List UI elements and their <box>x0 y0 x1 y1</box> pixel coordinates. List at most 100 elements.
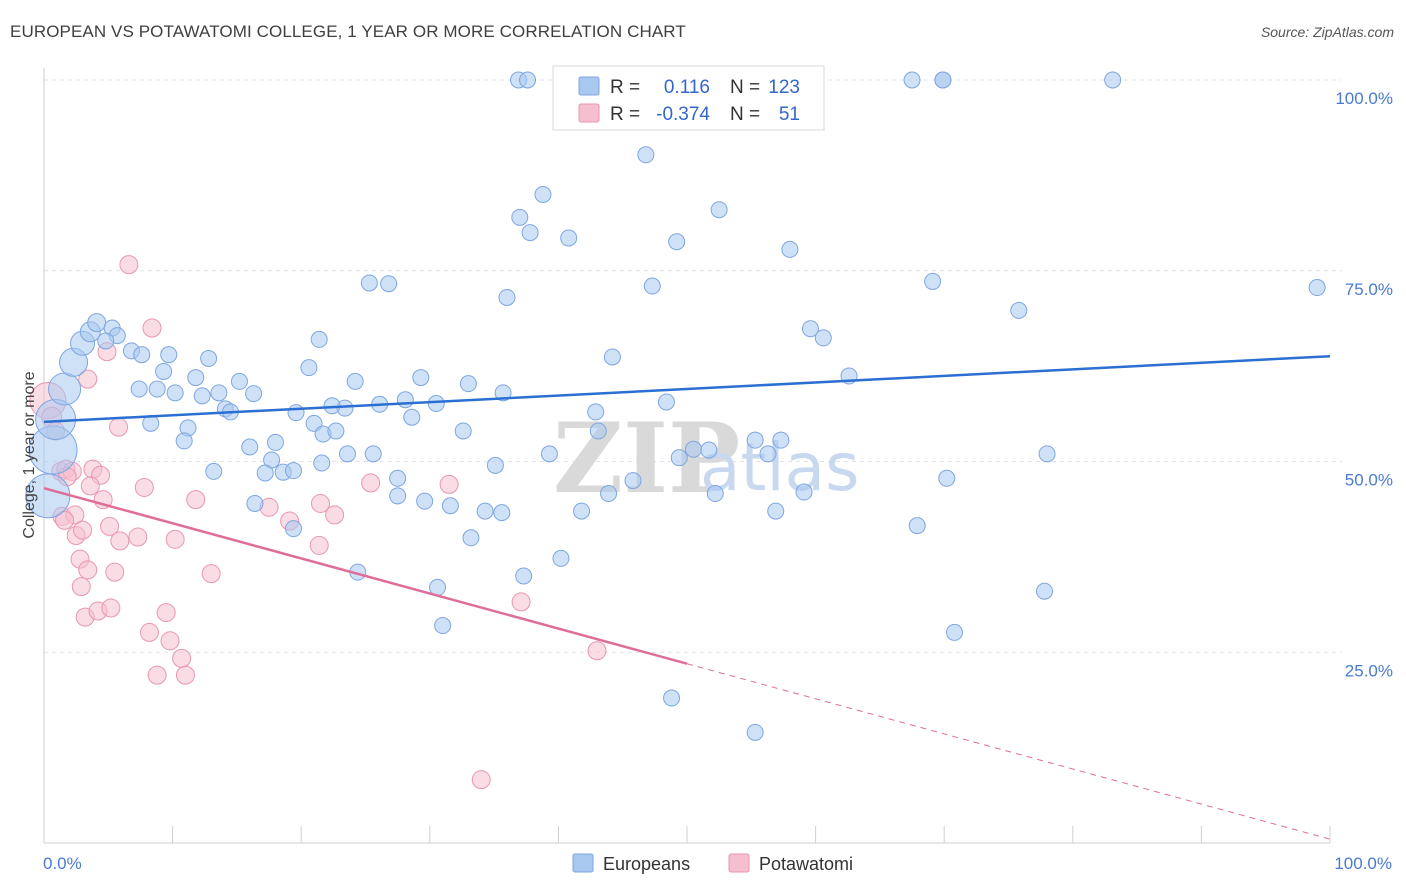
potawatomi-point-29 <box>160 631 180 651</box>
europeans-point-73 <box>534 185 552 203</box>
potawatomi-point-49 <box>471 770 491 790</box>
y-tick-label-50: 50.0% <box>1345 471 1393 490</box>
europeans-point-115 <box>934 71 952 89</box>
y-tick-label-25: 25.0% <box>1345 661 1393 680</box>
europeans-point-12 <box>133 346 151 364</box>
potawatomi-point-45 <box>361 473 381 493</box>
potawatomi-point-16 <box>78 560 98 580</box>
europeans-point-82 <box>515 567 533 585</box>
potawatomi-point-13 <box>55 510 75 530</box>
europeans-trend-line <box>43 354 1331 424</box>
europeans-point-7 <box>87 313 107 333</box>
europeans-point-81 <box>552 549 570 567</box>
europeans-point-86 <box>540 445 558 463</box>
europeans-point-55 <box>284 462 302 480</box>
europeans-point-91 <box>600 485 618 503</box>
europeans-point-95 <box>684 440 702 458</box>
potawatomi-point-17 <box>71 577 91 597</box>
legend-swatch-potawatomi <box>578 103 600 123</box>
europeans-point-37 <box>346 372 364 390</box>
potawatomi-point-26 <box>139 622 159 642</box>
europeans-point-99 <box>700 441 718 459</box>
europeans-point-79 <box>637 146 655 164</box>
europeans-point-39 <box>310 330 328 348</box>
europeans-point-50 <box>338 445 356 463</box>
potawatomi-point-23 <box>110 531 130 551</box>
potawatomi-point-22 <box>100 516 120 536</box>
europeans-point-44 <box>403 408 421 426</box>
potawatomi-trend-line <box>43 486 688 665</box>
europeans-point-30 <box>266 433 284 451</box>
europeans-point-111 <box>746 723 764 741</box>
europeans-point-117 <box>945 623 963 641</box>
europeans-point-112 <box>924 272 942 290</box>
europeans-point-47 <box>494 384 512 402</box>
europeans-point-68 <box>498 288 516 306</box>
europeans-point-3 <box>48 372 82 406</box>
potawatomi-point-38 <box>142 318 162 338</box>
europeans-point-18 <box>130 380 148 398</box>
potawatomi-point-20 <box>101 598 121 618</box>
europeans-point-13 <box>160 346 178 364</box>
europeans-point-119 <box>1038 445 1056 463</box>
x-tick-min: 0.0% <box>43 854 82 873</box>
trend-lines <box>43 354 1331 840</box>
europeans-point-109 <box>767 502 785 520</box>
europeans-point-34 <box>327 422 345 440</box>
europeans-point-70 <box>519 71 537 89</box>
europeans-point-23 <box>245 385 263 403</box>
potawatomi-point-24 <box>128 527 148 547</box>
potawatomi-point-37 <box>109 417 129 437</box>
europeans-point-96 <box>668 233 686 251</box>
europeans-point-80 <box>643 277 661 295</box>
europeans-point-98 <box>710 201 728 219</box>
potawatomi-point-44 <box>325 505 345 525</box>
europeans-point-107 <box>814 329 832 347</box>
europeans-point-10 <box>97 332 115 350</box>
europeans-point-58 <box>246 494 264 512</box>
europeans-point-64 <box>476 502 494 520</box>
europeans-point-60 <box>389 469 407 487</box>
potawatomi-point-50 <box>73 520 93 540</box>
x-tick-max: 100.0% <box>1334 854 1392 873</box>
potawatomi-point-9 <box>80 476 100 496</box>
europeans-point-106 <box>801 320 819 338</box>
europeans-point-46 <box>459 375 477 393</box>
europeans-point-59 <box>284 520 302 538</box>
europeans-point-45 <box>454 422 472 440</box>
grid <box>44 79 1342 653</box>
europeans-point-43 <box>427 395 445 413</box>
y-tick-label-100: 100.0% <box>1335 89 1393 108</box>
legend-r-label-1: R = <box>610 77 640 98</box>
legend-r-value-2: -0.374 <box>656 104 710 125</box>
europeans-point-41 <box>396 391 414 409</box>
potawatomi-point-35 <box>78 369 98 389</box>
potawatomi-point-39 <box>119 255 139 275</box>
europeans-point-67 <box>486 456 504 474</box>
potawatomi-trend-extension <box>686 663 1331 840</box>
europeans-point-31 <box>287 404 305 422</box>
europeans-point-103 <box>759 445 777 463</box>
chart-title: EUROPEAN VS POTAWATOMI COLLEGE, 1 YEAR O… <box>10 22 686 41</box>
europeans-point-28 <box>175 432 193 450</box>
europeans-point-16 <box>187 369 205 387</box>
europeans-point-63 <box>441 497 459 515</box>
europeans-point-92 <box>624 472 642 490</box>
potawatomi-point-32 <box>175 665 195 685</box>
europeans-point-93 <box>657 393 675 411</box>
bottom-legend-europeans: Europeans <box>603 854 690 874</box>
potawatomi-point-34 <box>201 564 221 584</box>
potawatomi-point-27 <box>147 665 167 685</box>
europeans-point-113 <box>938 469 956 487</box>
europeans-point-21 <box>193 387 211 405</box>
legend-n-value-1: 123 <box>768 77 800 98</box>
europeans-point-57 <box>205 462 223 480</box>
legend-r-value-1: 0.116 <box>664 77 710 98</box>
europeans-point-110 <box>663 689 681 707</box>
europeans-point-15 <box>155 362 173 380</box>
legend-n-label-1: N = <box>730 77 760 98</box>
bottom-legend-swatch-europeans <box>572 853 594 873</box>
series-legend: Europeans Potawatomi <box>572 853 853 874</box>
potawatomi-point-42 <box>309 535 329 555</box>
legend-n-value-2: 51 <box>779 104 800 125</box>
